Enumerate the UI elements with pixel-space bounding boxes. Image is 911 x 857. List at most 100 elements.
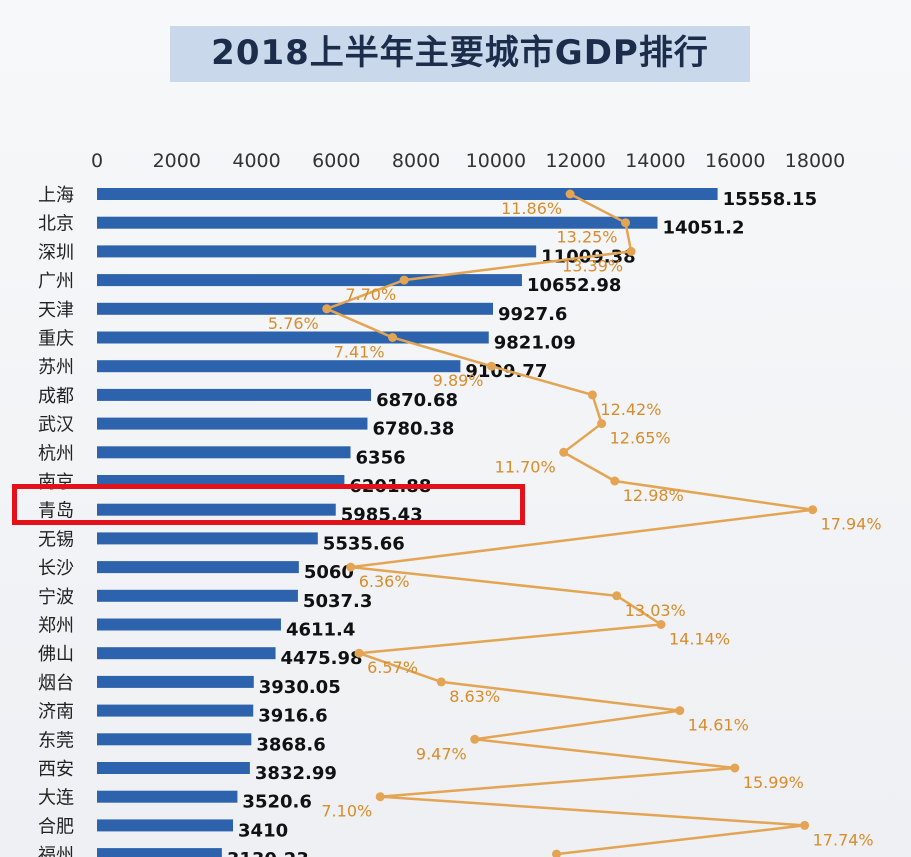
- bar: [97, 675, 254, 688]
- growth-point: [675, 706, 685, 716]
- value-label: 3916.6: [258, 706, 327, 727]
- bar: [97, 360, 461, 373]
- bar: [97, 790, 238, 803]
- x-tick-label: 8000: [392, 150, 440, 172]
- x-tick-label: 4000: [232, 150, 280, 172]
- title-background: 2018上半年主要城市GDP排行: [170, 26, 750, 82]
- category-label: 合肥: [38, 816, 74, 837]
- growth-point: [487, 361, 497, 371]
- growth-point: [388, 333, 398, 342]
- growth-label: 7.70%: [345, 285, 396, 304]
- bar: [97, 216, 658, 229]
- bars: [97, 188, 718, 857]
- x-tick-label: 18000: [785, 150, 845, 172]
- category-label: 深圳: [38, 242, 74, 263]
- bar: [97, 618, 281, 631]
- x-tick-label: 10000: [466, 150, 526, 172]
- bar: [97, 446, 351, 459]
- bar: [97, 819, 234, 832]
- growth-label: 8.63%: [449, 687, 500, 706]
- growth-label: 6.57%: [367, 658, 418, 677]
- growth-point: [656, 620, 666, 629]
- value-label: 6356: [356, 447, 406, 468]
- x-tick-label: 12000: [545, 150, 605, 172]
- bar: [97, 274, 522, 287]
- growth-point: [470, 734, 480, 744]
- growth-label: 15.99%: [743, 773, 804, 792]
- growth-label: 13.25%: [557, 228, 618, 247]
- value-label: 4611.4: [286, 620, 355, 641]
- category-label: 郑州: [38, 616, 74, 637]
- value-label: 10652.98: [527, 275, 622, 296]
- value-label: 6780.38: [372, 419, 454, 440]
- category-label: 天津: [38, 300, 74, 321]
- value-label: 5037.3: [303, 591, 372, 612]
- growth-point: [621, 218, 631, 228]
- growth-label: 14.61%: [688, 716, 749, 735]
- growth-label: 13.03%: [625, 601, 686, 620]
- category-label: 苏州: [38, 357, 74, 378]
- growth-label: 5.76%: [268, 314, 319, 333]
- category-label: 重庆: [38, 329, 74, 350]
- growth-label: 17.74%: [813, 830, 874, 849]
- x-tick-label: 2000: [153, 150, 201, 172]
- x-tick-label: 14000: [625, 150, 685, 172]
- growth-label: 11.70%: [495, 457, 556, 476]
- value-label: 3832.99: [255, 763, 337, 784]
- bar: [97, 762, 250, 774]
- category-labels: 上海北京深圳广州天津重庆苏州成都武汉杭州南京青岛无锡长沙宁波郑州佛山烟台济南东莞…: [38, 185, 74, 857]
- category-label: 烟台: [38, 673, 74, 694]
- growth-point: [346, 562, 356, 572]
- value-label: 3130.23: [227, 849, 309, 857]
- category-label: 上海: [38, 185, 74, 206]
- value-label: 5535.66: [323, 533, 405, 554]
- value-label: 3930.05: [259, 677, 341, 698]
- category-label: 北京: [38, 214, 74, 235]
- bar: [97, 302, 494, 315]
- growth-label: 7.41%: [334, 343, 385, 362]
- bar: [97, 388, 372, 401]
- chart-title: 2018上半年主要城市GDP排行: [211, 33, 709, 73]
- bar: [97, 417, 368, 430]
- growth-point: [399, 275, 409, 285]
- growth-label: 9.89%: [433, 371, 484, 390]
- bar: [97, 647, 276, 660]
- growth-label: 12.65%: [610, 429, 671, 448]
- value-label: 3520.6: [242, 792, 311, 813]
- category-label: 大连: [38, 788, 74, 809]
- x-tick-label: 16000: [705, 150, 765, 172]
- bar: [97, 503, 336, 516]
- category-label: 武汉: [38, 415, 74, 436]
- category-label: 杭州: [38, 443, 74, 464]
- growth-label: 14.14%: [669, 630, 730, 649]
- growth-label: 12.42%: [600, 400, 661, 419]
- value-label: 9821.09: [494, 333, 576, 354]
- growth-point: [597, 419, 607, 429]
- x-axis-ticks: 0 2000 4000 6000 8000 10000 12000 14000 16000 180…: [91, 150, 845, 172]
- growth-labels: 11.86% 13.25% 13.39% 7.70% 5.76% 7.41% 9.89% 12…: [268, 199, 882, 849]
- growth-point: [322, 304, 332, 314]
- growth-label: 9.47%: [416, 744, 467, 763]
- value-label: 6870.68: [376, 390, 458, 411]
- bar: [97, 561, 299, 574]
- bar: [97, 188, 718, 200]
- growth-point: [559, 447, 569, 457]
- bar: [97, 589, 298, 602]
- value-label: 4475.98: [281, 648, 363, 669]
- category-label: 福州: [38, 845, 74, 857]
- category-label: 无锡: [38, 529, 74, 550]
- x-tick-label: 0: [91, 150, 103, 172]
- growth-point: [610, 476, 620, 486]
- category-label: 长沙: [38, 558, 74, 579]
- highlight-box-qingdao: [12, 484, 525, 525]
- growth-point: [612, 591, 622, 601]
- growth-label: 11.86%: [501, 199, 562, 218]
- category-label: 东莞: [38, 730, 74, 751]
- bar: [97, 331, 489, 344]
- growth-point: [375, 792, 385, 802]
- value-label: 9927.6: [498, 304, 567, 325]
- growth-point: [626, 246, 636, 256]
- category-label: 广州: [38, 271, 74, 292]
- growth-point: [800, 820, 810, 830]
- growth-point: [436, 677, 446, 687]
